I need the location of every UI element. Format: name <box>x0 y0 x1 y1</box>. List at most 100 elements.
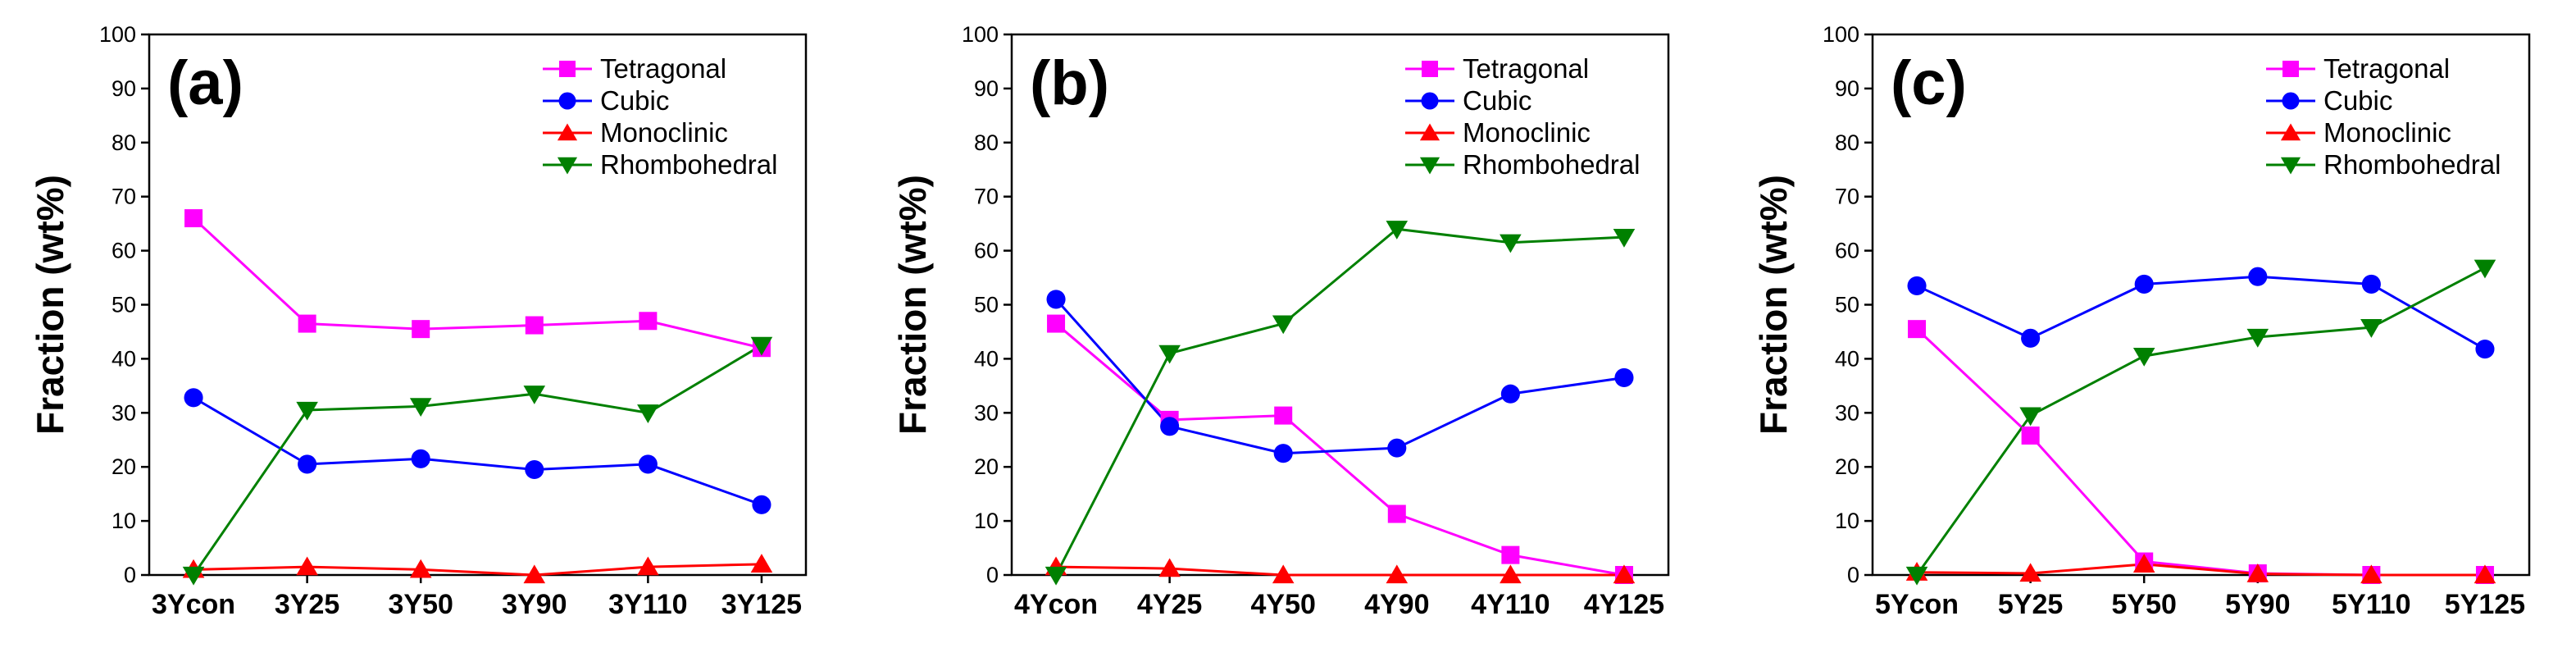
legend-marker-cubic <box>558 92 576 110</box>
data-point-rhombohedral <box>2019 407 2041 427</box>
y-tick-label: 100 <box>1823 22 1859 47</box>
data-point-tetragonal <box>2021 426 2040 445</box>
data-point-rhombohedral <box>1386 221 1409 240</box>
y-axis-label: Fraction (wt%) <box>29 175 71 435</box>
data-point-rhombohedral <box>637 404 659 423</box>
data-point-rhombohedral <box>1500 234 1522 253</box>
x-tick-label: 3Ycon <box>152 589 235 620</box>
legend-marker-tetragonal <box>559 61 576 77</box>
data-point-cubic <box>638 454 658 474</box>
y-tick-label: 60 <box>974 239 999 263</box>
series-line-tetragonal <box>1055 322 1625 577</box>
data-point-cubic <box>1614 367 1634 388</box>
plot-frame <box>148 33 808 577</box>
data-point-rhombohedral <box>2132 347 2155 367</box>
data-point-rhombohedral <box>1045 566 1067 586</box>
panel-label: (b) <box>1030 48 1109 118</box>
data-point-cubic <box>2475 339 2495 359</box>
data-point-monoclinic <box>2474 564 2496 584</box>
data-point-cubic <box>1500 384 1520 404</box>
data-point-cubic <box>1160 417 1180 436</box>
legend-marker-monoclinic <box>1419 123 1440 141</box>
legend-label-rhombohedral: Rhombohedral <box>2323 149 2501 180</box>
y-tick-label: 10 <box>1835 509 1859 533</box>
y-tick-label: 10 <box>974 509 999 533</box>
series-line-rhombohedral <box>192 344 762 576</box>
legend-marker-rhombohedral <box>1419 157 1440 175</box>
series-line-monoclinic <box>1917 563 2485 577</box>
series-line-monoclinic <box>193 563 762 577</box>
data-point-monoclinic <box>750 554 773 573</box>
x-tick-label: 4Y125 <box>1584 589 1664 620</box>
y-tick-label: 20 <box>974 454 999 479</box>
data-point-cubic <box>752 495 771 514</box>
y-tick-label: 0 <box>124 563 136 587</box>
legend-marker-cubic <box>2282 92 2300 110</box>
data-point-cubic <box>298 454 317 474</box>
data-point-monoclinic <box>1613 564 1636 584</box>
data-point-rhombohedral <box>2360 319 2383 338</box>
data-point-tetragonal <box>298 314 316 333</box>
legend-marker-monoclinic <box>557 123 578 141</box>
x-tick-label: 4Ycon <box>1014 589 1098 620</box>
panel-label: (a) <box>167 48 243 118</box>
y-tick-label: 90 <box>112 76 136 101</box>
series-line-cubic <box>1054 298 1625 455</box>
x-tick-label: 4Y110 <box>1471 589 1550 620</box>
x-tick-label: 5Y25 <box>1998 589 2063 620</box>
y-axis-label: Fraction (wt%) <box>1752 175 1795 435</box>
data-point-cubic <box>2021 328 2041 348</box>
y-tick-label: 80 <box>974 130 999 155</box>
data-point-monoclinic <box>1386 564 1409 584</box>
data-point-cubic <box>2361 274 2381 294</box>
data-point-cubic <box>525 459 544 480</box>
y-tick-label: 70 <box>1835 185 1859 209</box>
x-tick-label: 3Y50 <box>389 589 453 620</box>
x-tick-label: 5Y50 <box>2112 589 2177 620</box>
series-line-tetragonal <box>1916 328 2485 577</box>
data-point-rhombohedral <box>2474 259 2496 279</box>
plot-frame <box>1010 33 1670 577</box>
data-point-tetragonal <box>525 316 544 335</box>
legend-label-rhombohedral: Rhombohedral <box>600 149 777 180</box>
y-tick-label: 10 <box>112 509 136 533</box>
y-axis-label: Fraction (wt%) <box>891 175 934 435</box>
panel-b: 0 10 20 30 40 50 60 70 80 90 100 4Ycon 4Y25 4Y50 4Y90 4… <box>891 22 1670 620</box>
legend-marker-rhombohedral <box>2280 157 2301 175</box>
data-point-cubic <box>1387 438 1407 458</box>
y-tick-label: 20 <box>112 454 136 479</box>
legend-label-cubic: Cubic <box>1463 85 1531 116</box>
data-point-monoclinic <box>523 564 546 584</box>
series-line-rhombohedral <box>1054 227 1625 576</box>
series-line-cubic <box>193 396 762 506</box>
y-tick-label: 60 <box>1835 239 1859 263</box>
data-point-rhombohedral <box>2246 328 2269 348</box>
panel-label: (c) <box>1891 48 1967 118</box>
data-point-tetragonal <box>1908 320 1927 339</box>
series-line-monoclinic <box>1056 565 1624 577</box>
legend-label-monoclinic: Monoclinic <box>1463 117 1591 148</box>
legend-label-cubic: Cubic <box>600 85 669 116</box>
series-line-tetragonal <box>193 217 762 349</box>
data-point-monoclinic <box>2360 564 2383 584</box>
data-point-tetragonal <box>1047 314 1066 333</box>
data-point-tetragonal <box>1501 545 1520 564</box>
panel-a: 0 10 20 30 40 50 60 70 80 90 100 3Ycon 3Y25 3Y50 3Y90 3… <box>29 22 808 620</box>
legend-marker-rhombohedral <box>557 157 578 175</box>
legend-label-tetragonal: Tetragonal <box>600 53 726 84</box>
y-tick-label: 0 <box>1847 563 1859 587</box>
x-tick-label: 4Y90 <box>1364 589 1429 620</box>
x-tick-label: 3Y25 <box>275 589 339 620</box>
data-point-monoclinic <box>1500 564 1522 584</box>
data-point-monoclinic <box>296 556 318 576</box>
legend-label-cubic: Cubic <box>2323 85 2392 116</box>
y-tick-label: 60 <box>112 239 136 263</box>
data-point-tetragonal <box>412 320 430 339</box>
legend-label-monoclinic: Monoclinic <box>600 117 728 148</box>
x-tick-label: 3Y110 <box>608 589 687 620</box>
panel-c: 0 10 20 30 40 50 60 70 80 90 100 5Ycon 5Y25 5Y50 5Y90 5… <box>1752 22 2531 620</box>
data-point-tetragonal <box>184 209 203 228</box>
data-point-cubic <box>1907 276 1927 295</box>
y-tick-label: 30 <box>112 400 136 425</box>
y-tick-label: 100 <box>99 22 136 47</box>
